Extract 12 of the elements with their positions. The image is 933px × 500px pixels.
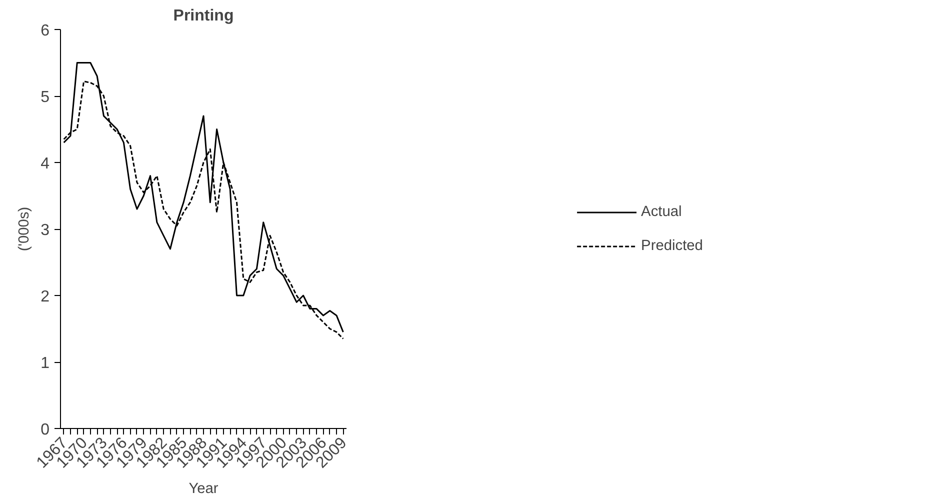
x-axis-title: Year: [188, 481, 218, 498]
y-tick-label: 1: [40, 355, 50, 372]
y-axis-title: ('000s): [16, 206, 33, 252]
y-tick-label: 3: [40, 222, 50, 239]
y-tick-label: 4: [40, 156, 50, 172]
chart-title: Printing: [173, 8, 234, 24]
y-tick-label: 5: [40, 89, 50, 106]
y-tick-label: 6: [40, 22, 50, 40]
y-tick-label: 0: [40, 422, 50, 438]
legend-label: Actual: [641, 204, 682, 220]
legend-label: Predicted: [641, 238, 703, 254]
y-tick-label: 2: [40, 288, 50, 306]
